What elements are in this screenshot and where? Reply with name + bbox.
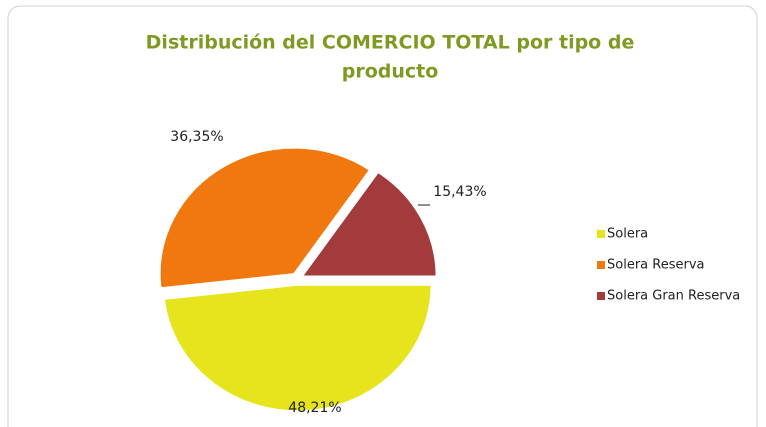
chart-title: Distribución del COMERCIO TOTAL por tipo… <box>146 32 635 54</box>
legend-label: Solera Reserva <box>607 258 704 273</box>
legend-label: Solera Gran Reserva <box>607 289 740 304</box>
legend-swatch <box>597 230 605 238</box>
legend-swatch <box>597 261 605 269</box>
data-label: 48,21% <box>288 400 341 416</box>
chart-title: producto <box>342 61 439 83</box>
data-label: 15,43% <box>433 184 486 200</box>
pie-slice <box>163 284 433 412</box>
legend-swatch <box>597 292 605 300</box>
pie-slice <box>159 147 371 289</box>
data-label: 36,35% <box>170 129 223 145</box>
legend-label: Solera <box>607 227 648 242</box>
pie-slice <box>300 171 438 277</box>
